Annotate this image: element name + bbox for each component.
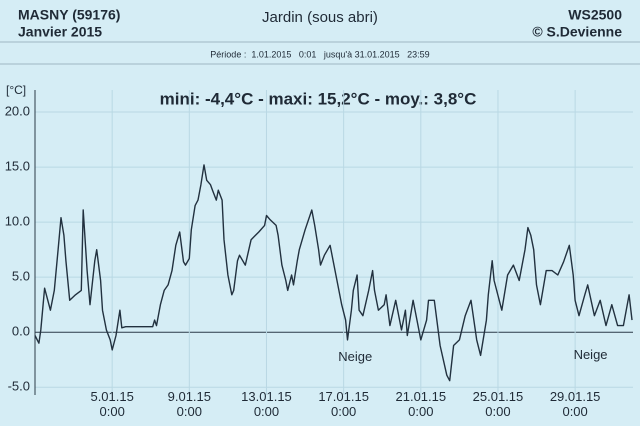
y-tick-label: 15.0 [5,159,30,174]
y-tick-label: 20.0 [5,103,30,118]
x-tick-label: 29.01.15 0:00 [550,389,601,419]
stats: mini: -4,4°C - maxi: 15,2°C - moy.: 3,8°… [160,89,477,108]
y-tick-label: 5.0 [12,269,30,284]
y-tick-label: 10.0 [5,214,30,229]
y-tick-label: 0.0 [12,324,30,339]
temperature-line [34,164,633,382]
author: © S.Devienne [532,24,622,40]
y-tick-label: -5.0 [8,379,30,394]
period: Période : 1.01.2015 0:01 jusqu'à 31.01.2… [210,49,429,59]
x-tick-label: 17.01.15 0:00 [318,389,369,419]
x-tick-label: 13.01.15 0:00 [241,389,292,419]
month: Janvier 2015 [18,24,102,40]
chart-title: Jardin (sous abri) [262,9,378,26]
x-tick-label: 25.01.15 0:00 [473,389,524,419]
x-tick-label: 5.01.15 0:00 [90,389,133,419]
device: WS2500 [568,7,622,23]
station: MASNY (59176) [18,7,120,23]
annotation: Neige [338,349,372,364]
x-tick-label: 9.01.15 0:00 [168,389,211,419]
x-tick-label: 21.01.15 0:00 [396,389,447,419]
y-axis-label: [°C] [6,83,26,97]
annotation: Neige [574,347,608,362]
